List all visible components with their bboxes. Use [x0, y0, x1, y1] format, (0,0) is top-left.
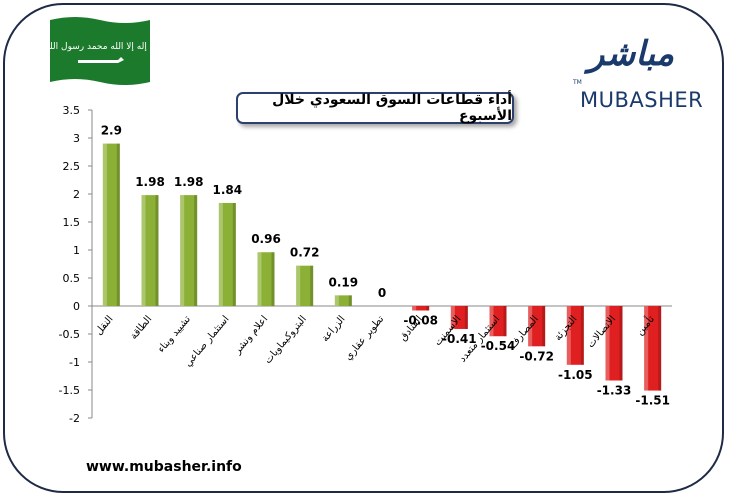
bar — [605, 306, 623, 381]
data-label: 1.84 — [213, 183, 243, 197]
y-tick-label: -1 — [69, 356, 80, 369]
data-label: -0.72 — [519, 349, 554, 363]
y-tick-label: -2 — [69, 412, 80, 425]
website-url: www.mubasher.info — [86, 459, 242, 475]
data-label: 0.72 — [290, 246, 320, 260]
y-tick-label: 1 — [73, 244, 80, 257]
bar-shade — [580, 306, 584, 365]
category-label: تشييد وبناء — [156, 314, 193, 355]
bar-highlight — [644, 306, 649, 391]
mubasher-logo-latin: MUBASHER — [580, 88, 704, 112]
bar-highlight — [566, 306, 571, 365]
bar-highlight — [528, 306, 533, 347]
bar-highlight — [605, 306, 610, 381]
data-label: -1.51 — [635, 394, 670, 408]
bar-highlight — [296, 265, 301, 306]
y-tick-label: 0 — [73, 300, 80, 313]
y-tick-label: 2 — [73, 188, 80, 201]
data-label: 1.98 — [135, 175, 165, 189]
bar-shade — [503, 306, 507, 337]
data-label: -0.41 — [442, 332, 477, 346]
bar — [218, 202, 236, 306]
bar-highlight — [102, 143, 107, 306]
bar-shade — [426, 306, 430, 311]
bar-shade — [542, 306, 546, 347]
bar — [180, 195, 198, 306]
bar-shade — [310, 265, 314, 306]
bar — [450, 306, 468, 329]
bar-highlight — [489, 306, 494, 337]
category-label: تطوير عقاري — [343, 314, 387, 363]
saudi-flag-icon: لا إله إلا الله محمد رسول الله — [45, 17, 155, 85]
bar — [296, 265, 314, 306]
flag-sword-icon — [78, 57, 124, 63]
bar-highlight — [412, 306, 417, 311]
data-label: 0.19 — [329, 275, 359, 289]
bar — [334, 295, 352, 306]
bar-shade — [116, 143, 120, 306]
chart-value-labels: 2.9 1.98 1.98 1.84 0.96 0.72 0.19 0 -0.08 -0.41 -0… — [101, 124, 670, 408]
bar-shade — [194, 195, 198, 306]
bar-shade — [271, 252, 275, 306]
bar-highlight — [218, 202, 223, 306]
y-tick-label: -1.5 — [59, 384, 80, 397]
chart-bars — [102, 143, 662, 391]
chart-title: أداء قطاعات السوق السعودي خلال الأسبوع — [236, 92, 514, 124]
category-label: اعلام ونشر — [232, 314, 271, 357]
bar-highlight — [180, 195, 185, 306]
bar-highlight — [257, 252, 262, 306]
bar — [644, 306, 662, 391]
category-label: الطاقة — [128, 314, 154, 342]
bar-highlight — [334, 295, 339, 306]
data-label: 2.9 — [101, 124, 122, 138]
data-label: 0.96 — [251, 232, 281, 246]
y-tick-label: 0.5 — [63, 272, 81, 285]
mubasher-logo-arabic: مباشر — [588, 34, 675, 74]
bar-shade — [464, 306, 468, 329]
category-label: الزراعة — [320, 314, 348, 344]
bar — [102, 143, 120, 306]
y-tick-label: 1.5 — [63, 216, 81, 229]
bar — [489, 306, 507, 337]
bar-shade — [155, 195, 159, 306]
data-label: -1.05 — [558, 368, 593, 382]
y-tick-label: -0.5 — [59, 328, 80, 341]
bar-shade — [658, 306, 662, 391]
bar — [257, 252, 275, 306]
bar-shade — [619, 306, 623, 381]
bar — [528, 306, 546, 347]
data-label: 0 — [378, 286, 386, 300]
data-label: 1.98 — [174, 175, 204, 189]
category-label: النقل — [93, 314, 115, 338]
y-tick-label: 3.5 — [63, 104, 81, 117]
bar — [141, 195, 159, 306]
bar-shade — [232, 202, 236, 306]
data-label: -0.08 — [403, 313, 438, 327]
bar-highlight — [141, 195, 146, 306]
logo-trademark: TM — [573, 79, 582, 86]
y-tick-label: 3 — [73, 132, 80, 145]
data-label: -0.54 — [481, 339, 516, 353]
bar — [566, 306, 584, 365]
chart-axes: 3.5 3 2.5 2 1.5 1 0.5 0 -0.5 -1 -1.5 -2 — [59, 104, 672, 425]
flag-inscription: لا إله إلا الله محمد رسول الله — [45, 42, 155, 52]
data-label: -1.33 — [597, 383, 632, 397]
y-tick-label: 2.5 — [63, 160, 81, 173]
bar-shade — [348, 295, 352, 306]
bar-highlight — [450, 306, 455, 329]
bar — [412, 306, 430, 311]
